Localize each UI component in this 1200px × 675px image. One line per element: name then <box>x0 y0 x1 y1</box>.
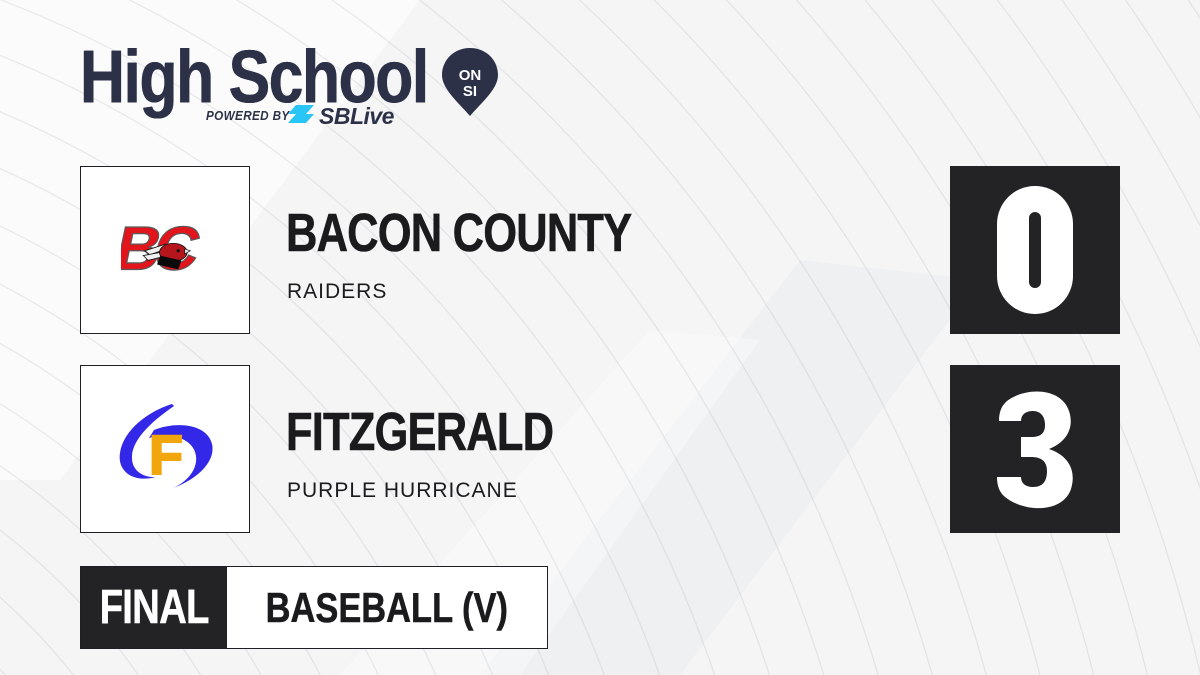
svg-text:SI: SI <box>463 83 477 100</box>
svg-text:SBLive: SBLive <box>319 103 395 129</box>
svg-text:F: F <box>149 423 183 486</box>
svg-text:ON: ON <box>459 67 482 84</box>
